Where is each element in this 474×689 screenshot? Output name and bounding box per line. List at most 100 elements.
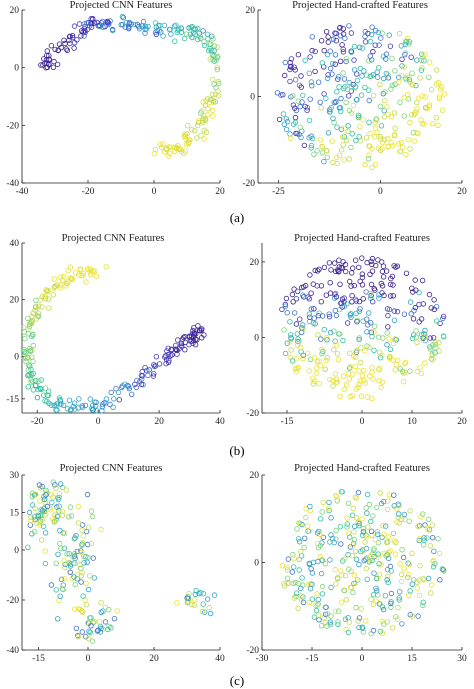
data-point bbox=[379, 283, 386, 289]
data-point bbox=[349, 553, 356, 559]
data-point bbox=[414, 130, 420, 136]
data-point bbox=[396, 597, 402, 603]
data-point bbox=[153, 31, 159, 38]
data-point bbox=[157, 29, 164, 35]
data-point bbox=[319, 150, 326, 156]
data-point bbox=[396, 502, 402, 509]
data-point bbox=[407, 588, 413, 594]
data-point bbox=[337, 108, 344, 115]
y-tick-label: -40 bbox=[6, 646, 19, 656]
data-point bbox=[334, 498, 340, 504]
x-tick-label: -20 bbox=[82, 187, 95, 197]
data-point bbox=[353, 97, 360, 103]
data-point bbox=[334, 124, 340, 130]
data-point bbox=[418, 370, 425, 377]
data-point bbox=[408, 311, 414, 317]
data-point bbox=[363, 565, 369, 572]
data-point bbox=[178, 340, 184, 347]
data-point bbox=[288, 335, 294, 341]
data-point bbox=[183, 31, 190, 37]
data-point bbox=[180, 334, 187, 341]
data-point bbox=[160, 141, 166, 147]
data-point bbox=[364, 329, 370, 335]
data-point bbox=[51, 276, 58, 282]
data-point bbox=[367, 38, 374, 45]
data-point bbox=[162, 353, 169, 359]
data-point bbox=[342, 125, 348, 131]
data-point bbox=[79, 403, 85, 409]
data-point bbox=[366, 310, 372, 316]
data-point bbox=[371, 547, 377, 553]
data-point bbox=[326, 109, 333, 115]
data-point bbox=[283, 295, 290, 302]
y-tick-label: 0 bbox=[14, 64, 19, 74]
data-point bbox=[380, 75, 387, 82]
data-point bbox=[368, 631, 374, 637]
data-point bbox=[86, 573, 93, 579]
data-point bbox=[74, 576, 80, 582]
data-point bbox=[385, 573, 391, 579]
data-point bbox=[97, 23, 103, 30]
data-point bbox=[78, 573, 84, 579]
data-point bbox=[61, 273, 67, 280]
data-point bbox=[281, 121, 287, 127]
data-point bbox=[414, 339, 420, 345]
x-tick-label: -40 bbox=[16, 187, 29, 197]
data-point bbox=[44, 48, 50, 54]
data-point bbox=[380, 274, 387, 280]
data-point bbox=[192, 31, 198, 37]
data-point bbox=[346, 376, 352, 382]
data-point bbox=[332, 338, 338, 344]
data-point bbox=[298, 548, 304, 555]
data-point bbox=[383, 268, 390, 274]
data-point bbox=[358, 606, 364, 612]
data-point bbox=[327, 619, 334, 625]
data-point bbox=[283, 116, 290, 122]
data-point bbox=[366, 87, 372, 93]
data-point bbox=[430, 120, 436, 127]
data-point bbox=[384, 566, 391, 573]
data-point bbox=[284, 575, 291, 581]
data-point bbox=[345, 552, 351, 558]
data-point bbox=[338, 95, 344, 102]
data-point bbox=[370, 601, 376, 608]
data-point bbox=[336, 331, 342, 337]
data-point bbox=[379, 630, 386, 636]
data-point bbox=[415, 523, 421, 529]
data-point bbox=[68, 275, 75, 281]
data-point bbox=[54, 513, 61, 519]
data-point bbox=[416, 289, 422, 296]
data-point bbox=[393, 264, 399, 270]
data-point bbox=[319, 346, 325, 352]
data-point bbox=[318, 516, 324, 522]
data-point bbox=[290, 93, 296, 99]
data-point bbox=[364, 576, 370, 582]
data-point bbox=[298, 593, 304, 599]
data-point bbox=[379, 146, 385, 152]
data-point bbox=[210, 36, 216, 42]
data-point bbox=[392, 125, 398, 131]
y-tick-label: -20 bbox=[6, 121, 19, 131]
data-point bbox=[416, 319, 422, 325]
data-point bbox=[54, 61, 61, 68]
data-point bbox=[161, 149, 168, 155]
data-point bbox=[395, 140, 402, 147]
data-point bbox=[418, 117, 424, 123]
data-point bbox=[279, 563, 286, 569]
data-point bbox=[335, 357, 342, 363]
data-point bbox=[67, 563, 74, 569]
data-point bbox=[32, 304, 39, 310]
data-point bbox=[395, 357, 401, 364]
data-point bbox=[320, 534, 326, 541]
data-point bbox=[26, 509, 33, 516]
data-point bbox=[292, 67, 298, 73]
data-point bbox=[63, 487, 70, 493]
data-point bbox=[201, 609, 208, 615]
data-point bbox=[204, 95, 211, 102]
data-point bbox=[35, 378, 42, 384]
data-point bbox=[365, 156, 372, 162]
data-point bbox=[116, 397, 122, 403]
data-point bbox=[312, 602, 319, 608]
data-point bbox=[37, 485, 43, 491]
data-point bbox=[98, 600, 104, 606]
